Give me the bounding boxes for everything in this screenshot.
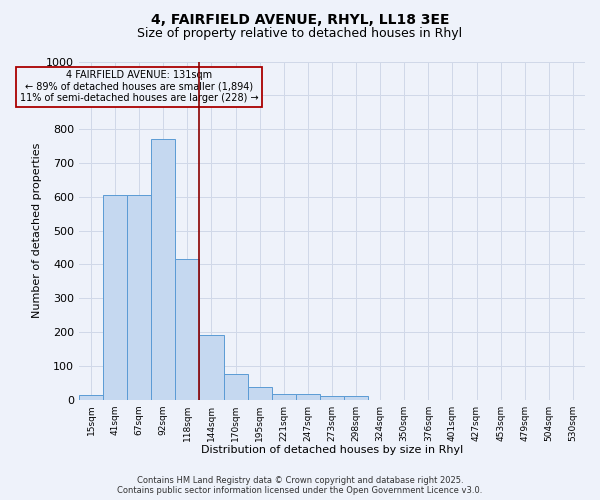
Text: Contains HM Land Registry data © Crown copyright and database right 2025.
Contai: Contains HM Land Registry data © Crown c… [118,476,482,495]
Text: 4, FAIRFIELD AVENUE, RHYL, LL18 3EE: 4, FAIRFIELD AVENUE, RHYL, LL18 3EE [151,12,449,26]
Y-axis label: Number of detached properties: Number of detached properties [32,143,42,318]
Bar [296,394,320,400]
Bar [151,140,175,400]
Bar [344,396,368,400]
Bar [272,394,296,400]
Bar [199,336,224,400]
Bar [175,260,199,400]
X-axis label: Distribution of detached houses by size in Rhyl: Distribution of detached houses by size … [201,445,463,455]
Bar [127,195,151,400]
Bar [79,394,103,400]
Bar [224,374,248,400]
Text: Size of property relative to detached houses in Rhyl: Size of property relative to detached ho… [137,28,463,40]
Text: 4 FAIRFIELD AVENUE: 131sqm
← 89% of detached houses are smaller (1,894)
11% of s: 4 FAIRFIELD AVENUE: 131sqm ← 89% of deta… [20,70,259,103]
Bar [103,195,127,400]
Bar [320,396,344,400]
Bar [248,386,272,400]
